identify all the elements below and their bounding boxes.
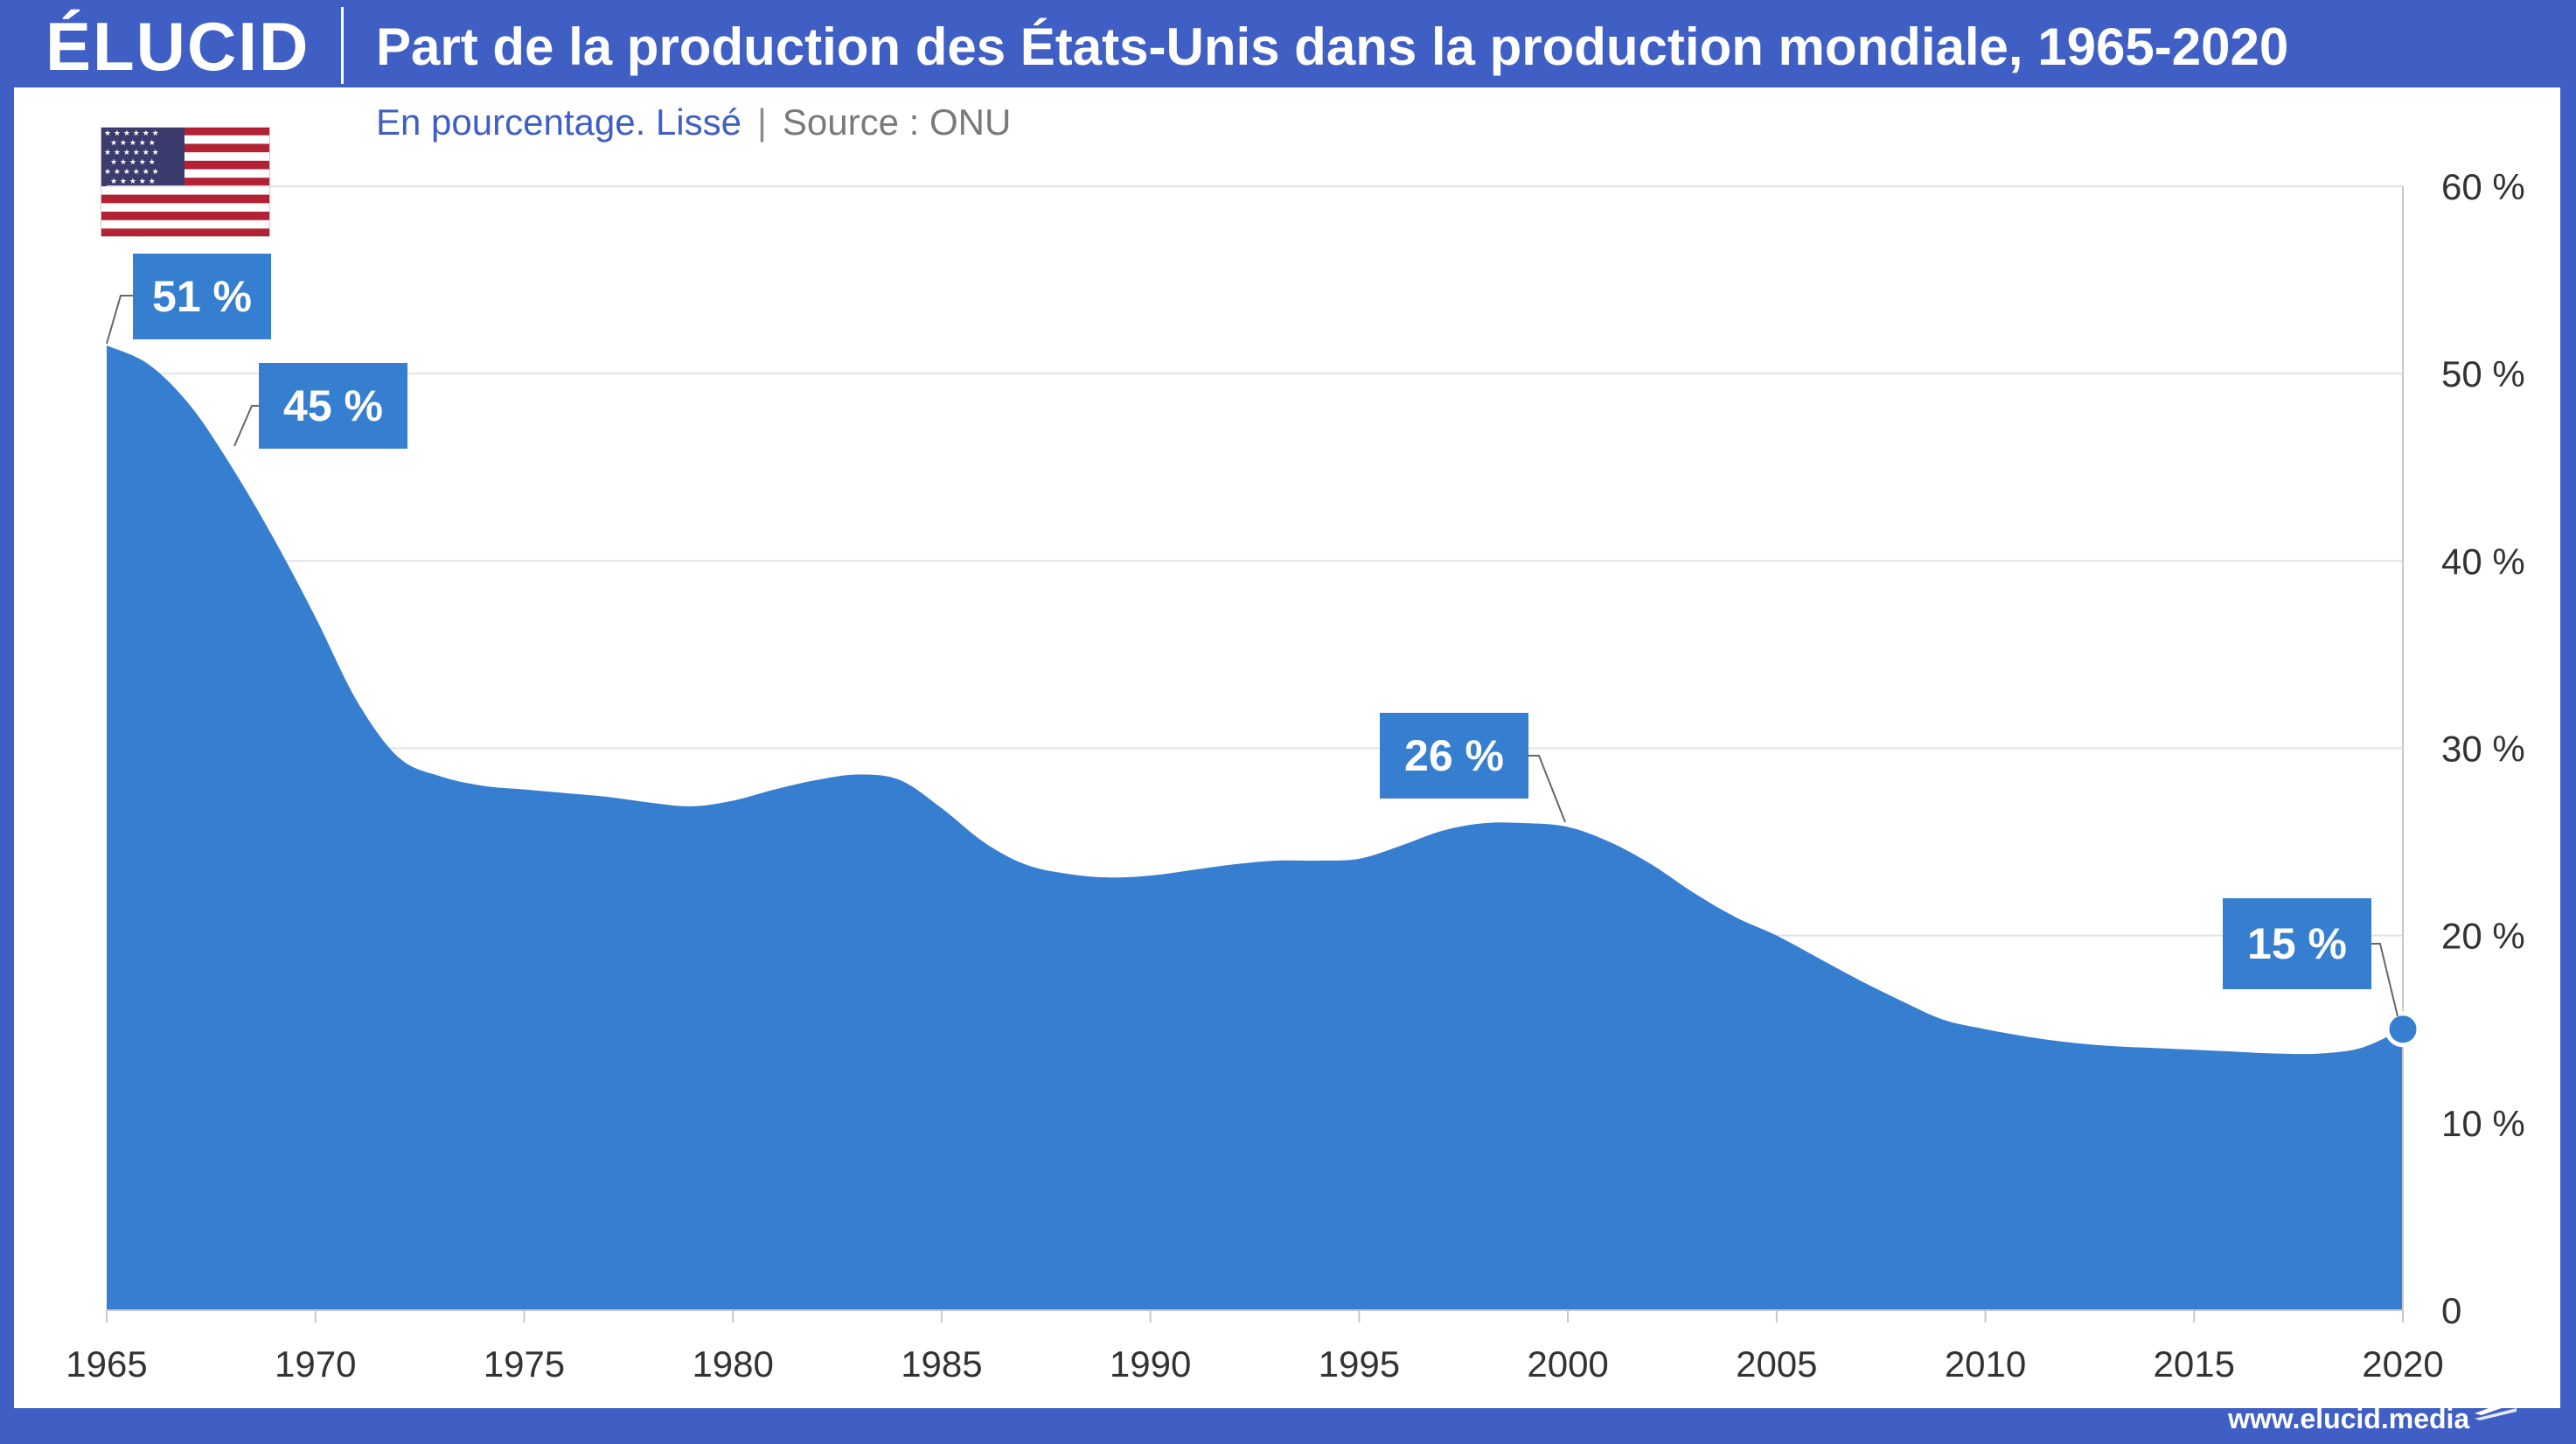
y-tick-label: 10 % xyxy=(2441,1103,2525,1144)
annotation-leader xyxy=(106,295,133,345)
annotation-box xyxy=(133,254,271,339)
chart-title: Part de la production des États-Unis dan… xyxy=(376,17,2289,76)
x-tick-label: 1985 xyxy=(901,1343,982,1385)
annotation-box xyxy=(2223,898,2371,989)
y-tick-label: 20 % xyxy=(2441,916,2525,957)
elucid-mark-icon xyxy=(2475,1398,2517,1420)
annotation-label: 26 % xyxy=(1404,731,1504,780)
svg-text:★ ★ ★ ★ ★: ★ ★ ★ ★ ★ xyxy=(110,158,156,167)
source-label: Source : ONU xyxy=(782,101,1012,143)
y-tick-label: 60 % xyxy=(2441,166,2525,207)
x-tick-label: 1980 xyxy=(692,1343,773,1385)
x-tick-label: 1970 xyxy=(275,1343,356,1385)
x-tick-label: 2005 xyxy=(1736,1343,1817,1385)
footer-url: www.elucid.media xyxy=(2228,1403,2470,1434)
svg-text:★ ★ ★ ★ ★ ★: ★ ★ ★ ★ ★ ★ xyxy=(104,129,159,138)
annotation-label: 45 % xyxy=(283,381,383,430)
chart-subtitle: En pourcentage. Lissé | Source : ONU xyxy=(376,96,1011,149)
us-flag-icon: ★ ★ ★ ★ ★ ★ ★ ★ ★ ★ ★ ★ ★ ★ ★ ★ ★ ★ ★ ★ … xyxy=(101,127,270,237)
annotation-leader xyxy=(1528,755,1566,823)
x-tick-label: 2010 xyxy=(1945,1343,2026,1385)
x-tick-label: 1965 xyxy=(66,1343,147,1385)
x-tick-label: 2000 xyxy=(1527,1343,1608,1385)
x-tick-label: 1990 xyxy=(1110,1343,1191,1385)
header-bar: ÉLUCID Part de la production des États-U… xyxy=(0,0,2576,87)
x-tick-label: 1975 xyxy=(484,1343,565,1385)
elucid-logo: ÉLUCID xyxy=(45,8,310,85)
flag-canton xyxy=(101,127,184,186)
header-divider xyxy=(341,7,344,84)
y-tick-label: 30 % xyxy=(2441,729,2525,770)
series-area xyxy=(107,345,2403,1311)
svg-text:★ ★ ★ ★ ★: ★ ★ ★ ★ ★ xyxy=(110,178,156,186)
annotation-label: 51 % xyxy=(152,272,252,321)
x-tick-label: 1995 xyxy=(1319,1343,1400,1385)
subtitle-separator: | xyxy=(756,101,767,143)
x-tick-label: 2015 xyxy=(2154,1343,2235,1385)
subtitle-description: En pourcentage. Lissé xyxy=(376,101,741,143)
annotation-box xyxy=(259,363,407,449)
annotation-leader xyxy=(233,405,259,447)
annotation-leader xyxy=(2371,943,2398,1017)
endpoint-marker xyxy=(2385,1011,2421,1048)
svg-text:★ ★ ★ ★ ★: ★ ★ ★ ★ ★ xyxy=(110,139,156,148)
x-tick-label: 2020 xyxy=(2362,1343,2443,1385)
y-tick-label: 0 xyxy=(2441,1290,2461,1331)
y-tick-label: 40 % xyxy=(2441,541,2525,582)
y-tick-label: 50 % xyxy=(2441,353,2525,394)
flag-stars: ★ ★ ★ ★ ★ ★ ★ ★ ★ ★ ★ ★ ★ ★ ★ ★ ★ ★ ★ ★ … xyxy=(104,129,159,186)
svg-text:★ ★ ★ ★ ★ ★: ★ ★ ★ ★ ★ ★ xyxy=(104,149,159,157)
annotation-box xyxy=(1380,713,1528,799)
svg-text:★ ★ ★ ★ ★ ★: ★ ★ ★ ★ ★ ★ xyxy=(104,168,159,177)
annotation-label: 15 % xyxy=(2247,919,2347,968)
